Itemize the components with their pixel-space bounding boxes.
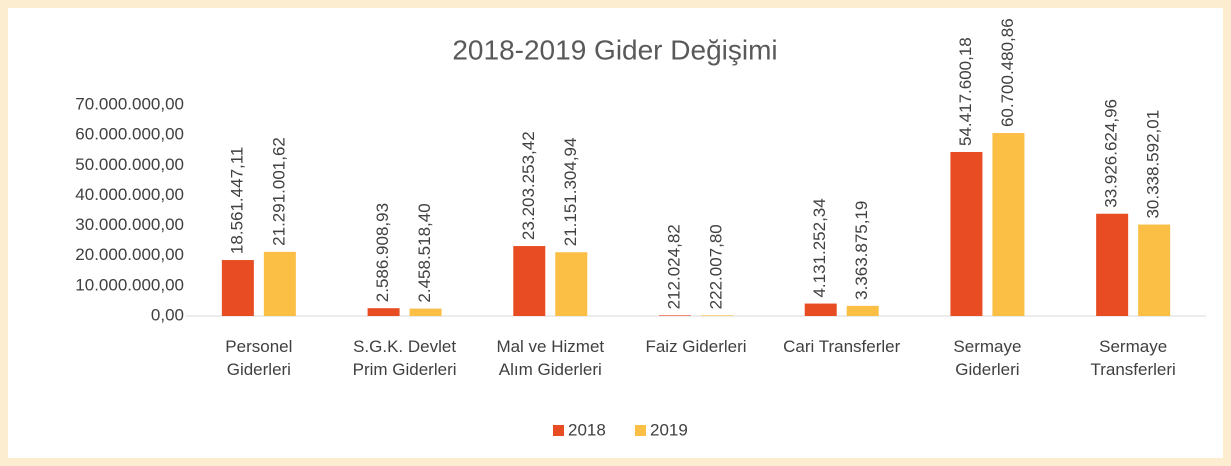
x-tick-label: Personel Giderleri [225,337,293,379]
data-label: 54.417.600,18 [956,37,975,146]
x-tick-label: Cari Transferler [783,337,901,356]
data-label: 21.151.304,94 [561,138,580,247]
bar [659,315,691,316]
x-tick-label: Sermaye Transferleri [1090,337,1176,379]
y-tick-label: 10.000.000,00 [75,275,184,294]
x-tick-label: Mal ve Hizmet Alım Giderleri [496,337,605,379]
data-label: 18.561.447,11 [227,147,246,254]
bar [846,305,879,316]
bar [221,260,254,316]
y-tick-label: 40.000.000,00 [75,185,184,204]
bar [367,308,400,316]
data-label: 30.338.592,01 [1144,110,1163,219]
data-label: 23.203.253,42 [519,131,538,240]
bar [992,133,1025,316]
bar [263,251,296,316]
data-label: 222.007,80 [706,224,725,309]
bar [409,308,442,316]
y-tick-label: 0,00 [151,305,184,324]
y-tick-label: 30.000.000,00 [75,215,184,234]
y-tick-label: 70.000.000,00 [75,94,184,113]
data-label: 33.926.624,96 [1102,99,1121,208]
bar [804,303,837,316]
data-label: 60.700.480,86 [998,18,1017,127]
bar [1096,213,1129,316]
bar [701,315,733,316]
legend-swatch [553,425,564,436]
bar [555,252,588,316]
chart-title: 2018-2019 Gider Değişimi [452,34,777,65]
data-label: 4.131.252,34 [810,198,829,297]
y-tick-label: 60.000.000,00 [75,125,184,144]
legend-swatch [635,425,646,436]
bar [513,246,546,316]
y-tick-label: 50.000.000,00 [75,155,184,174]
data-label: 3.363.875,19 [852,201,871,300]
bar [1138,224,1171,316]
chart-frame: 2018-2019 Gider Değişimi 0,00 10.000.000,… [8,8,1223,458]
x-tick-label: S.G.K. Devlet Prim Giderleri [352,337,457,379]
legend-label: 2018 [568,420,606,439]
legend-label: 2019 [650,420,688,439]
x-tick-label: Sermaye Giderleri [953,337,1022,379]
bar [950,151,983,316]
data-label: 21.291.001,62 [269,137,288,246]
data-label: 2.458.518,40 [415,203,434,302]
data-label: 2.586.908,93 [373,203,392,302]
y-tick-label: 20.000.000,00 [75,245,184,264]
chart: 2018-2019 Gider Değişimi 0,00 10.000.000,… [75,18,1206,439]
x-tick-label: Faiz Giderleri [645,337,747,356]
data-label: 212.024,82 [664,224,683,309]
